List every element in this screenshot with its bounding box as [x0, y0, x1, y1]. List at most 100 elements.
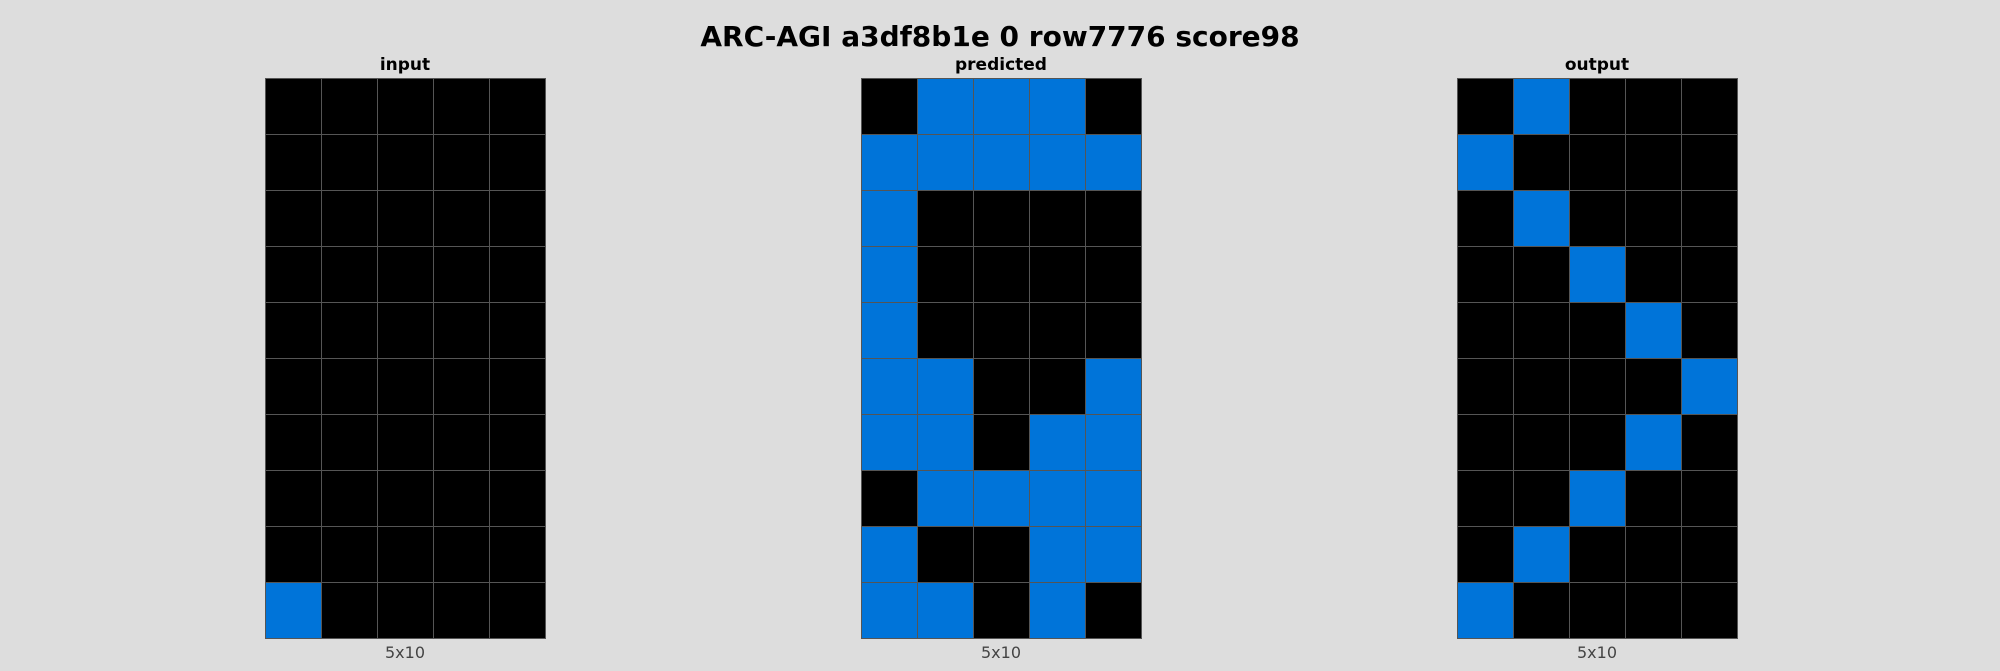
grid-cell [862, 471, 917, 526]
grid-cell [434, 415, 489, 470]
grid-cell [378, 191, 433, 246]
grid-cell [1514, 359, 1569, 414]
grid-cell [1570, 303, 1625, 358]
grid-cell [1458, 303, 1513, 358]
grid-cell [862, 359, 917, 414]
grid-cell [434, 135, 489, 190]
grid-cell [1030, 191, 1085, 246]
grid-cell [490, 359, 545, 414]
grid-cell [1458, 359, 1513, 414]
grid-cell [974, 471, 1029, 526]
grid-cell [1458, 583, 1513, 638]
grid-cell [1682, 247, 1737, 302]
grid-cell [974, 359, 1029, 414]
grid-cell [862, 79, 917, 134]
grid-cell [1570, 135, 1625, 190]
grid-cell [266, 303, 321, 358]
grid-cell [974, 303, 1029, 358]
grid-cell [378, 359, 433, 414]
grid-cell [1086, 415, 1141, 470]
grid-cell [322, 79, 377, 134]
grid-cell [490, 471, 545, 526]
grid-cell [862, 527, 917, 582]
grid-cell [862, 583, 917, 638]
grid-cell [322, 135, 377, 190]
grid-cell [1682, 79, 1737, 134]
grid-cell [1086, 79, 1141, 134]
grid-cell [918, 135, 973, 190]
grid-cell [434, 527, 489, 582]
grid-cell [434, 303, 489, 358]
grid-cell [918, 191, 973, 246]
grid-cell [974, 583, 1029, 638]
grid-cell [1626, 527, 1681, 582]
grid-cell [918, 471, 973, 526]
grid-cell [1626, 415, 1681, 470]
grid-cell [1030, 79, 1085, 134]
grid-cell [1682, 415, 1737, 470]
grid-cell [974, 79, 1029, 134]
grid-cell [266, 527, 321, 582]
grid-cell [862, 415, 917, 470]
grid-cell [1086, 247, 1141, 302]
grid-cell [434, 247, 489, 302]
grid-cell [1626, 583, 1681, 638]
grid-cell [1030, 527, 1085, 582]
grid-cell [266, 359, 321, 414]
grid-cell [378, 583, 433, 638]
grid-cell [322, 359, 377, 414]
grid-cell [378, 303, 433, 358]
grid-cell [378, 135, 433, 190]
grid-cell [918, 415, 973, 470]
grid-cell [1682, 359, 1737, 414]
grid-cell [1086, 359, 1141, 414]
grid-cell [1626, 79, 1681, 134]
grid-cell [378, 79, 433, 134]
grid-cell [1570, 527, 1625, 582]
grid-cell [1626, 359, 1681, 414]
grid-cell [434, 79, 489, 134]
grid-cell [1570, 359, 1625, 414]
input-grid [265, 78, 546, 639]
output-panel: output 5x10 [1457, 54, 1738, 662]
grid-cell [322, 583, 377, 638]
grid-cell [974, 191, 1029, 246]
predicted-panel: predicted 5x10 [861, 54, 1142, 662]
grid-cell [1030, 415, 1085, 470]
grid-cell [918, 303, 973, 358]
grid-cell [434, 471, 489, 526]
grid-cell [434, 583, 489, 638]
grid-cell [1030, 583, 1085, 638]
grid-cell [1514, 471, 1569, 526]
grid-cell [322, 415, 377, 470]
grid-cell [1086, 527, 1141, 582]
grid-cell [490, 191, 545, 246]
input-panel: input 5x10 [265, 54, 546, 662]
grid-cell [1030, 247, 1085, 302]
output-dims: 5x10 [1576, 643, 1617, 662]
grid-cell [266, 191, 321, 246]
input-dims: 5x10 [384, 643, 425, 662]
grid-cell [974, 415, 1029, 470]
grid-cell [1514, 583, 1569, 638]
grid-cell [1086, 191, 1141, 246]
grid-cell [1626, 135, 1681, 190]
grid-cell [1570, 191, 1625, 246]
grid-cell [1086, 583, 1141, 638]
grid-cell [974, 527, 1029, 582]
grid-cell [918, 79, 973, 134]
grid-cell [1030, 471, 1085, 526]
grid-cell [918, 359, 973, 414]
grid-cell [1458, 415, 1513, 470]
grid-cell [1030, 359, 1085, 414]
output-grid [1457, 78, 1738, 639]
grid-cell [1030, 135, 1085, 190]
grid-cell [862, 303, 917, 358]
grid-cell [1458, 527, 1513, 582]
grid-cell [1086, 471, 1141, 526]
grid-cell [490, 79, 545, 134]
grid-cell [490, 415, 545, 470]
grid-cell [322, 471, 377, 526]
grid-cell [1514, 527, 1569, 582]
grid-cell [1514, 247, 1569, 302]
